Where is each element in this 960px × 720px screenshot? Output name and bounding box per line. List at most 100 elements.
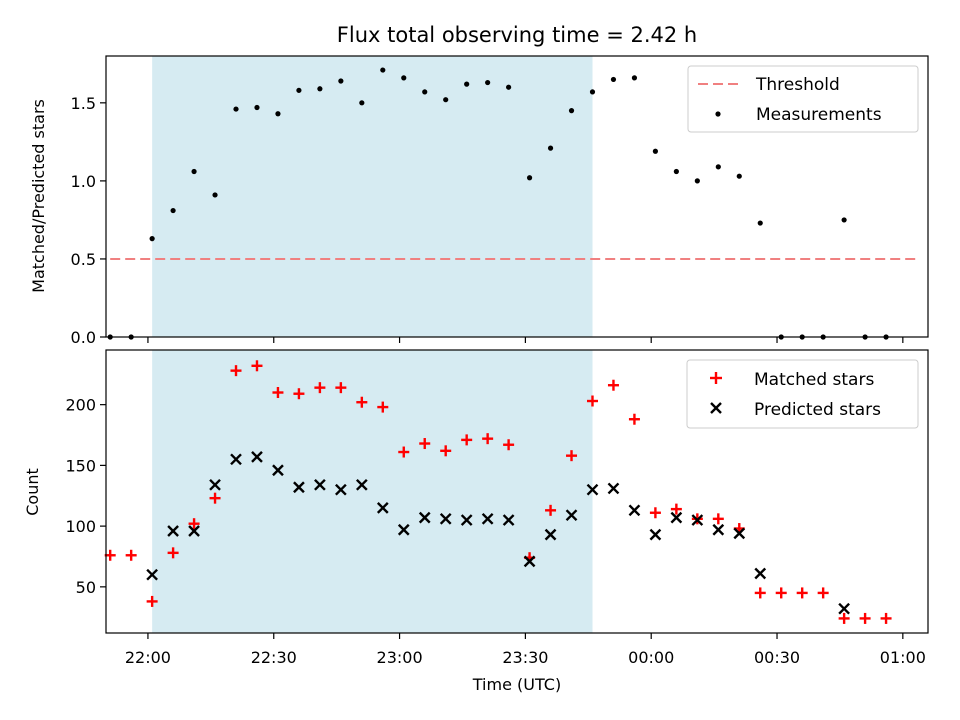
measurement-point [380, 67, 386, 73]
measurement-point [673, 168, 679, 175]
predicted-star-point [355, 478, 368, 491]
legend-matched-swatch [710, 372, 722, 384]
x-tick-label: 22:00 [125, 648, 171, 667]
matched-star-point [356, 396, 368, 408]
matched-star-point [838, 612, 850, 624]
bottom-legend: Matched stars Predicted stars [686, 359, 919, 429]
matched-star-point [670, 503, 682, 515]
predicted-star-point [544, 528, 557, 541]
measurement-point [254, 104, 260, 111]
top-y-tick-label: 1.5 [71, 94, 96, 113]
predicted-star-point [397, 523, 410, 536]
chart-title: Flux total observing time = 2.42 h [337, 23, 697, 47]
predicted-star-point [272, 464, 284, 477]
measurement-point [212, 192, 218, 198]
measurement-point [191, 168, 197, 175]
predicted-star-point [649, 528, 662, 541]
predicted-star-point [251, 451, 263, 463]
measurement-point [170, 207, 176, 214]
measurement-point [485, 79, 491, 86]
top-legend-box [687, 65, 919, 133]
legend-matched-label: Matched stars [754, 370, 874, 390]
predicted-star-point [439, 512, 452, 525]
legend-measurements-label: Measurements [756, 105, 882, 125]
matched-star-point [628, 413, 640, 425]
measurement-point [589, 89, 596, 95]
x-tick-label: 00:00 [628, 648, 674, 667]
measurement-point [526, 175, 533, 181]
top-y-axis: 0.0 0.5 1.0 1.5 [71, 94, 106, 347]
bottom-x-axis: 22:00 22:30 23:00 23:30 00:00 00:30 01:00 [125, 633, 926, 667]
predicted-star-point [754, 567, 767, 580]
matched-star-point [230, 365, 242, 377]
matched-star-point [712, 513, 724, 525]
predicted-star-point [418, 511, 431, 524]
top-plot-frame [105, 55, 929, 338]
bottom-y-tick-label: 50 [76, 578, 96, 597]
matched-star-point [817, 587, 829, 599]
measurement-point [610, 76, 617, 83]
predicted-star-point [335, 483, 347, 496]
measurement-point [568, 108, 575, 114]
x-tick-label: 22:30 [251, 648, 297, 667]
measurement-point [736, 173, 742, 179]
matched-star-point [251, 360, 263, 372]
legend-predicted-swatch [710, 402, 722, 414]
measurement-point [338, 78, 344, 84]
matched-star-point [607, 379, 619, 391]
matched-star-point [377, 401, 389, 413]
top-x-ticks [147, 337, 904, 343]
matched-star-point [209, 492, 221, 504]
predicted-star-point [376, 502, 389, 514]
top-y-tick-label: 0.5 [71, 250, 96, 269]
measurement-point [443, 97, 449, 103]
x-tick-label: 23:00 [377, 648, 423, 667]
matched-star-point [167, 547, 179, 559]
top-y-tick-label: 1.0 [71, 172, 96, 191]
predicted-star-point [712, 523, 725, 536]
bottom-observing-window-shade [152, 350, 593, 633]
matched-star-point [461, 434, 473, 446]
predicted-star-point [167, 525, 179, 537]
matched-star-point [482, 433, 494, 445]
predicted-star-point [502, 514, 515, 526]
matched-star-point [188, 518, 200, 530]
matched-star-point [335, 382, 347, 394]
predicted-star-point [314, 478, 326, 491]
matched-star-point [545, 504, 557, 516]
matched-star-point [398, 446, 410, 458]
measurement-point [317, 86, 323, 92]
matched-star-point [566, 450, 578, 462]
legend-threshold-label: Threshold [755, 75, 840, 95]
predicted-star-point [293, 481, 305, 494]
predicted-star-point [607, 482, 620, 495]
measurement-point [841, 217, 847, 223]
predicted-star-point [628, 504, 641, 517]
top-y-axis-label: Matched/Predicted stars [29, 99, 48, 293]
matched-star-point [272, 387, 284, 399]
measurement-point [506, 84, 512, 90]
measurement-point [233, 106, 239, 112]
matched-star-point [440, 445, 452, 457]
matched-star-point [146, 595, 158, 607]
bottom-y-tick-label: 200 [65, 396, 96, 415]
matched-star-point [775, 587, 787, 599]
matched-star-point [503, 439, 515, 451]
predicted-star-point [565, 509, 578, 522]
bottom-panel: 50 100 150 200 22:00 22:30 23:00 23:30 00:00 00:… [23, 349, 929, 694]
top-legend: Threshold Measurements [687, 65, 919, 133]
bottom-y-axis-label: Count [23, 468, 42, 516]
matched-star-point [859, 612, 871, 624]
predicted-star-point [188, 525, 200, 537]
matched-star-point [754, 587, 766, 599]
predicted-star-point [460, 514, 473, 526]
predicted-star-point [230, 453, 242, 466]
predicted-star-point [691, 514, 704, 526]
predicted-star-point [733, 527, 746, 540]
bottom-y-tick-label: 150 [65, 456, 96, 475]
matched-star-point [880, 612, 892, 624]
x-tick-label: 23:30 [502, 648, 548, 667]
measurement-point [547, 145, 554, 151]
matched-star-point [586, 395, 598, 407]
